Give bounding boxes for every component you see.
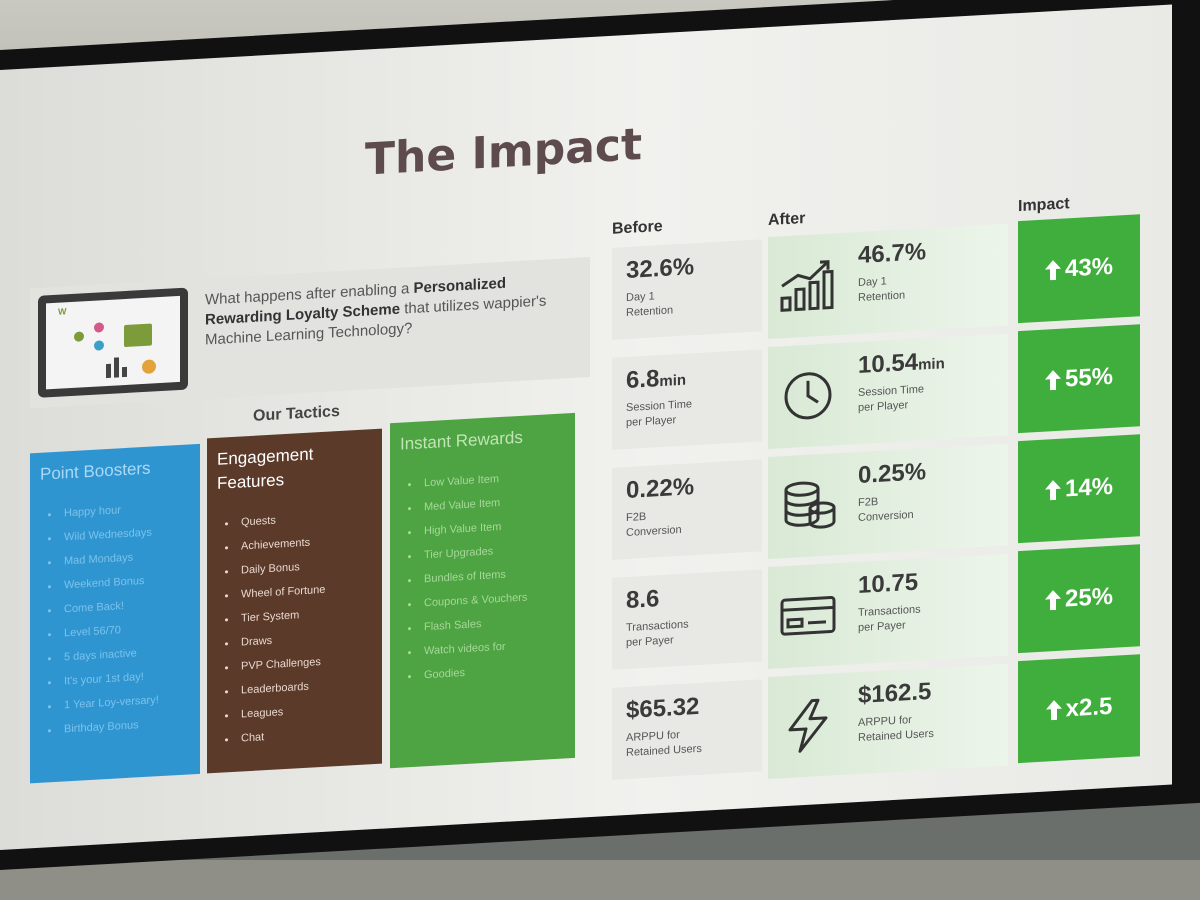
after-label: Session Time per Player bbox=[858, 383, 925, 415]
before-value: $65.32 bbox=[626, 692, 700, 725]
tactic-title: Point Boosters bbox=[40, 458, 151, 484]
after-label: Transactions per Payer bbox=[858, 603, 921, 635]
before-cell: 32.6% Day 1 Retention bbox=[612, 239, 762, 340]
impact-value: 25% bbox=[1064, 582, 1114, 613]
before-cell: $65.32 ARPPU for Retained Users bbox=[612, 679, 762, 780]
after-label: Day 1 Retention bbox=[858, 275, 906, 305]
before-label: Transactions per Payer bbox=[626, 618, 689, 650]
before-value: 0.22% bbox=[626, 473, 695, 505]
after-cell: 10.75 Transactions per Payer bbox=[768, 553, 1008, 670]
impact-cell: 43% bbox=[1018, 214, 1140, 324]
up-arrow-icon bbox=[1044, 260, 1061, 281]
coins-stack-icon bbox=[784, 481, 836, 529]
up-arrow-icon bbox=[1044, 590, 1061, 611]
impact-value: 43% bbox=[1064, 252, 1114, 283]
impact-value: 55% bbox=[1064, 362, 1114, 393]
tactic-title: Instant Rewards bbox=[400, 427, 523, 454]
after-value: 0.25% bbox=[858, 458, 927, 490]
after-label: ARPPU for Retained Users bbox=[858, 714, 934, 745]
column-header-after: After bbox=[768, 209, 806, 230]
up-arrow-icon bbox=[1044, 480, 1061, 501]
up-arrow-icon bbox=[1045, 700, 1062, 721]
after-label: F2B Conversion bbox=[858, 495, 914, 525]
tactic-point-boosters: Point Boosters Happy hour Wild Wednesday… bbox=[30, 443, 200, 784]
after-cell: 46.7% Day 1 Retention bbox=[768, 223, 1008, 340]
before-label: Session Time per Player bbox=[626, 398, 693, 430]
tactic-title: Engagement Features bbox=[217, 444, 314, 493]
clock-icon bbox=[784, 372, 832, 420]
before-value: 6.8min bbox=[626, 365, 687, 395]
impact-cell: 14% bbox=[1018, 434, 1140, 544]
impact-cell: 25% bbox=[1018, 544, 1140, 654]
projected-slide: The Impact W What happens after enabling… bbox=[0, 4, 1172, 850]
up-arrow-icon bbox=[1044, 370, 1061, 391]
after-value: $162.5 bbox=[858, 677, 932, 710]
before-label: Day 1 Retention bbox=[626, 290, 674, 320]
impact-value: 14% bbox=[1064, 472, 1114, 503]
after-value: 10.54min bbox=[858, 348, 945, 380]
before-label: ARPPU for Retained Users bbox=[626, 728, 702, 760]
after-value: 46.7% bbox=[858, 238, 927, 270]
column-header-before: Before bbox=[612, 217, 663, 238]
laptop-logo: W bbox=[58, 306, 67, 317]
after-cell: 10.54min Session Time per Player bbox=[768, 333, 1008, 450]
credit-card-icon bbox=[780, 596, 836, 636]
impact-cell: 55% bbox=[1018, 324, 1140, 434]
tactics-label: Our Tactics bbox=[253, 402, 340, 425]
before-value: 8.6 bbox=[626, 585, 660, 615]
column-header-impact: Impact bbox=[1018, 195, 1070, 216]
impact-cell: x2.5 bbox=[1018, 654, 1140, 764]
before-label: F2B Conversion bbox=[626, 510, 682, 540]
floor-background bbox=[0, 860, 1200, 900]
before-cell: 6.8min Session Time per Player bbox=[612, 349, 762, 450]
before-value: 32.6% bbox=[626, 253, 695, 285]
laptop-dashboard-image: W bbox=[38, 287, 188, 398]
impact-value: x2.5 bbox=[1065, 692, 1113, 723]
after-cell: 0.25% F2B Conversion bbox=[768, 443, 1008, 560]
before-cell: 0.22% F2B Conversion bbox=[612, 459, 762, 560]
lightning-icon bbox=[788, 698, 828, 753]
slide-title: The Impact bbox=[365, 119, 643, 186]
tactic-instant-rewards: Instant Rewards Low Value Item Med Value… bbox=[390, 412, 575, 769]
bar-chart-up-icon bbox=[780, 260, 834, 312]
tactic-engagement-features: Engagement Features Quests Achievements … bbox=[207, 428, 382, 774]
before-cell: 8.6 Transactions per Payer bbox=[612, 569, 762, 670]
after-value: 10.75 bbox=[858, 568, 919, 600]
after-cell: $162.5 ARPPU for Retained Users bbox=[768, 663, 1008, 780]
